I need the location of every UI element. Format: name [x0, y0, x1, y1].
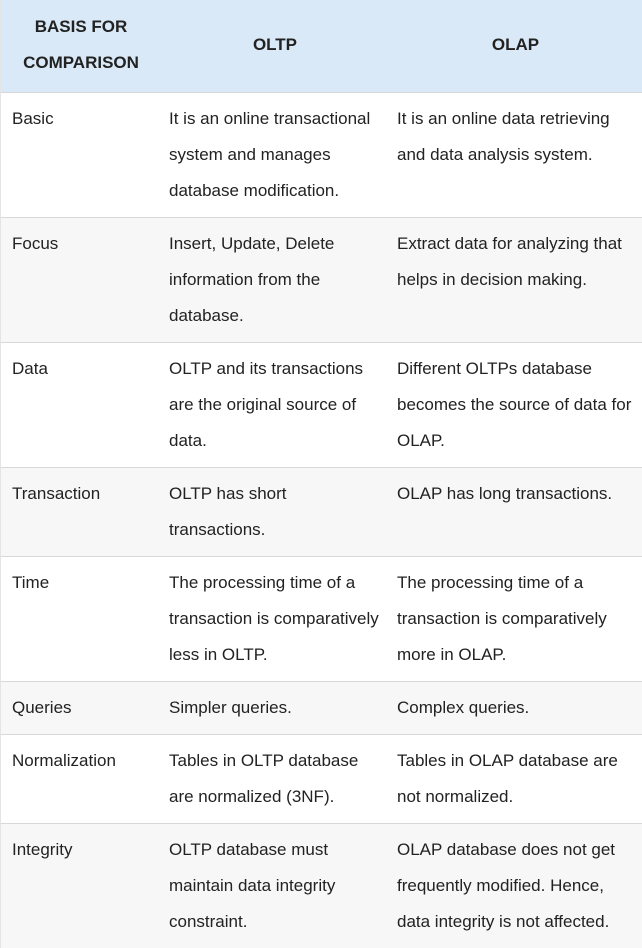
- table-row: Focus Insert, Update, Delete information…: [1, 218, 642, 343]
- row-olap: The processing time of a transaction is …: [389, 557, 642, 682]
- row-oltp: OLTP has short transactions.: [161, 468, 389, 557]
- row-basis: Integrity: [1, 824, 161, 948]
- row-basis: Queries: [1, 682, 161, 735]
- table-row: Time The processing time of a transactio…: [1, 557, 642, 682]
- row-olap: Extract data for analyzing that helps in…: [389, 218, 642, 343]
- table-row: Basic It is an online transactional syst…: [1, 93, 642, 218]
- row-olap: OLAP database does not get frequently mo…: [389, 824, 642, 948]
- row-olap: Different OLTPs database becomes the sou…: [389, 343, 642, 468]
- row-oltp: Insert, Update, Delete information from …: [161, 218, 389, 343]
- table-row: Transaction OLTP has short transactions.…: [1, 468, 642, 557]
- row-oltp: The processing time of a transaction is …: [161, 557, 389, 682]
- row-oltp: It is an online transactional system and…: [161, 93, 389, 218]
- header-oltp: OLTP: [161, 0, 389, 93]
- table-row: Integrity OLTP database must maintain da…: [1, 824, 642, 948]
- row-olap: Complex queries.: [389, 682, 642, 735]
- table-row: Queries Simpler queries. Complex queries…: [1, 682, 642, 735]
- row-oltp: Simpler queries.: [161, 682, 389, 735]
- row-olap: It is an online data retrieving and data…: [389, 93, 642, 218]
- row-oltp: OLTP and its transactions are the origin…: [161, 343, 389, 468]
- row-basis: Basic: [1, 93, 161, 218]
- header-olap: OLAP: [389, 0, 642, 93]
- row-basis: Normalization: [1, 735, 161, 824]
- row-basis: Focus: [1, 218, 161, 343]
- row-olap: Tables in OLAP database are not normaliz…: [389, 735, 642, 824]
- header-basis: BASIS FOR COMPARISON: [1, 0, 161, 93]
- row-basis: Data: [1, 343, 161, 468]
- row-olap: OLAP has long transactions.: [389, 468, 642, 557]
- table-header-row: BASIS FOR COMPARISON OLTP OLAP: [1, 0, 642, 93]
- row-basis: Transaction: [1, 468, 161, 557]
- row-oltp: Tables in OLTP database are normalized (…: [161, 735, 389, 824]
- row-basis: Time: [1, 557, 161, 682]
- table-row: Normalization Tables in OLTP database ar…: [1, 735, 642, 824]
- row-oltp: OLTP database must maintain data integri…: [161, 824, 389, 948]
- table-row: Data OLTP and its transactions are the o…: [1, 343, 642, 468]
